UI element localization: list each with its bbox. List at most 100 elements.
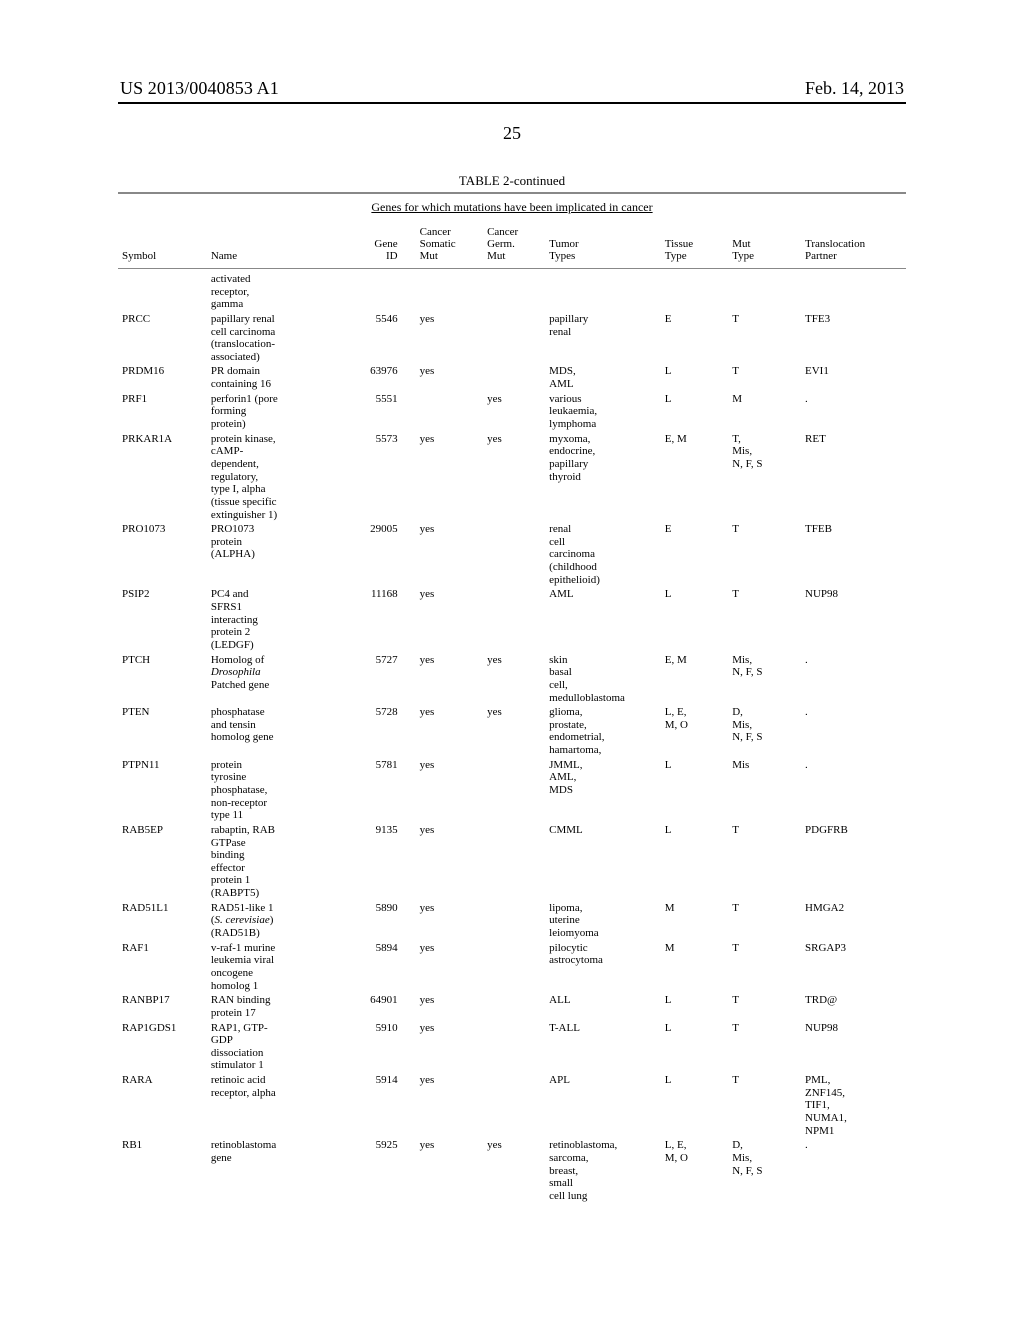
cell-tissue: L [661,392,728,432]
cell-tissue: E [661,522,728,587]
cell-mut: D,Mis,N, F, S [728,705,801,758]
table-row: PTENphosphataseand tensinhomolog gene572… [118,705,906,758]
col-somatic: CancerSomaticMut [416,223,483,269]
table-title: TABLE 2-continued [118,173,906,189]
cell-germ [483,522,545,587]
cell-tumor: CMML [545,823,661,901]
cell-tissue: L [661,993,728,1020]
cell-germ [483,1021,545,1074]
cell-mut: T [728,1021,801,1074]
cell-mut: T [728,941,801,994]
cell-germ: yes [483,653,545,706]
col-geneid: GeneID [339,223,416,269]
cell-somatic: yes [416,432,483,522]
cell-geneid: 5573 [339,432,416,522]
cell-geneid: 5727 [339,653,416,706]
cell-symbol: PRF1 [118,392,207,432]
cell-symbol: PRO1073 [118,522,207,587]
cell-tissue: L [661,758,728,823]
table-subtitle: Genes for which mutations have been impl… [118,192,906,215]
cell-germ: yes [483,705,545,758]
table-row: PTPN11proteintyrosinephosphatase,non-rec… [118,758,906,823]
cell-somatic: yes [416,941,483,994]
col-tissue: TissueType [661,223,728,269]
cell-symbol: PRDM16 [118,364,207,391]
cell-tissue: M [661,901,728,941]
cell-name: proteintyrosinephosphatase,non-receptort… [207,758,339,823]
cell-name: Homolog ofDrosophilaPatched gene [207,653,339,706]
cell-tissue: E [661,312,728,365]
cell-somatic: yes [416,1138,483,1203]
cell-somatic: yes [416,587,483,652]
cell-tumor: variousleukaemia,lymphoma [545,392,661,432]
cell-geneid: 5781 [339,758,416,823]
cell-germ [483,941,545,994]
cell-name: PC4 andSFRS1interactingprotein 2(LEDGF) [207,587,339,652]
cell-mut: T [728,993,801,1020]
cell-symbol: RAP1GDS1 [118,1021,207,1074]
cell-geneid: 5728 [339,705,416,758]
publication-number: US 2013/0040853 A1 [120,78,279,98]
cell-symbol: PTEN [118,705,207,758]
cell-tumor: ALL [545,993,661,1020]
cell-geneid: 5894 [339,941,416,994]
cell-somatic: yes [416,522,483,587]
cell-geneid: 5551 [339,392,416,432]
cell-trans: SRGAP3 [801,941,906,994]
cell-somatic: yes [416,653,483,706]
table-row: RAF1v-raf-1 murineleukemia viraloncogene… [118,941,906,994]
cell-mut: T [728,522,801,587]
cell-somatic: yes [416,1021,483,1074]
cell-symbol: RB1 [118,1138,207,1203]
cell-name: activatedreceptor,gamma [207,269,339,312]
cell-tissue: L [661,364,728,391]
cell-symbol: RAB5EP [118,823,207,901]
header-rule [118,102,906,104]
cell-somatic: yes [416,993,483,1020]
table-row: RANBP17RAN bindingprotein 1764901yesALLL… [118,993,906,1020]
cell-tumor: MDS,AML [545,364,661,391]
cell-mut: T [728,312,801,365]
cell-germ [483,1073,545,1138]
cell-tissue: M [661,941,728,994]
cell-germ [483,312,545,365]
cell-mut: M [728,392,801,432]
cell-tumor: T-ALL [545,1021,661,1074]
cell-geneid: 5546 [339,312,416,365]
cell-mut: D,Mis,N, F, S [728,1138,801,1203]
cell-symbol: RAF1 [118,941,207,994]
cell-symbol: RANBP17 [118,993,207,1020]
table-row: PRF1perforin1 (poreformingprotein)5551ye… [118,392,906,432]
cell-trans: TRD@ [801,993,906,1020]
cell-geneid: 5914 [339,1073,416,1138]
table-row: RAD51L1RAD51-like 1(S. cerevisiae)(RAD51… [118,901,906,941]
cell-somatic: yes [416,758,483,823]
cell-tumor: myxoma,endocrine,papillarythyroid [545,432,661,522]
table-row: PRO1073PRO1073protein(ALPHA)29005yesrena… [118,522,906,587]
cell-germ [483,587,545,652]
table-row: PSIP2PC4 andSFRS1interactingprotein 2(LE… [118,587,906,652]
cell-germ [483,901,545,941]
cell-tissue: L [661,823,728,901]
table-header-row: Symbol Name GeneID CancerSomaticMut Canc… [118,223,906,269]
cell-mut: Mis [728,758,801,823]
cell-name: v-raf-1 murineleukemia viraloncogenehomo… [207,941,339,994]
cell-tissue: E, M [661,653,728,706]
cell-trans: HMGA2 [801,901,906,941]
cell-tissue: L, E,M, O [661,1138,728,1203]
cell-name: PRO1073protein(ALPHA) [207,522,339,587]
col-germ: CancerGerm.Mut [483,223,545,269]
cell-mut: T,Mis,N, F, S [728,432,801,522]
cell-geneid: 9135 [339,823,416,901]
col-trans: TranslocationPartner [801,223,906,269]
cell-mut: T [728,1073,801,1138]
cell-name: phosphataseand tensinhomolog gene [207,705,339,758]
page-number: 25 [0,123,1024,144]
cell-tumor: skinbasalcell,medulloblastoma [545,653,661,706]
cell-tissue: L, E,M, O [661,705,728,758]
cell-symbol: PRCC [118,312,207,365]
cell-symbol: PTCH [118,653,207,706]
cell-trans: RET [801,432,906,522]
cell-tumor: papillaryrenal [545,312,661,365]
cell-symbol: RARA [118,1073,207,1138]
